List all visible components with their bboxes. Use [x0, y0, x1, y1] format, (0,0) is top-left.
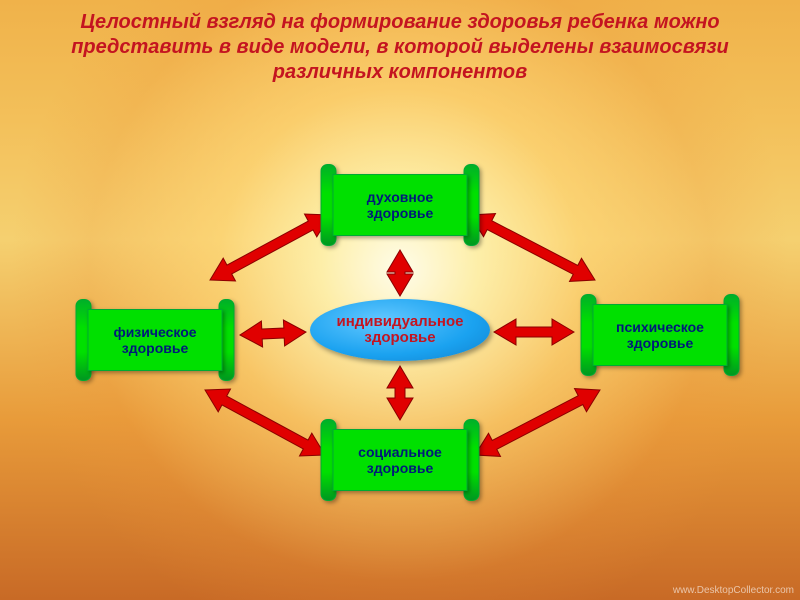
node-physical: физическое здоровье: [78, 305, 233, 375]
arrow-ring: [470, 214, 595, 282]
arrow-ring: [205, 389, 325, 456]
watermark-text: www.DesktopCollector.com: [673, 585, 794, 596]
node-panel: психическое здоровье: [593, 304, 728, 366]
arrow-ring: [475, 389, 600, 457]
node-panel: физическое здоровье: [88, 309, 223, 371]
node-center-label: индивидуальное здоровье: [310, 314, 490, 347]
node-spiritual: духовное здоровье: [323, 170, 478, 240]
arrow-spoke: [240, 320, 306, 347]
arrow-spoke: [494, 319, 574, 345]
node-label: физическое здоровье: [95, 324, 216, 356]
node-panel: социальное здоровье: [333, 429, 468, 491]
node-mental: психическое здоровье: [583, 300, 738, 370]
diagram-stage: индивидуальное здоровье духовное здоровь…: [0, 0, 800, 600]
node-label: психическое здоровье: [600, 319, 721, 351]
node-label: духовное здоровье: [340, 189, 461, 221]
arrow-spoke: [387, 366, 413, 420]
node-social: социальное здоровье: [323, 425, 478, 495]
node-panel: духовное здоровье: [333, 174, 468, 236]
node-center: индивидуальное здоровье: [310, 299, 490, 361]
arrow-ring: [210, 214, 330, 281]
arrow-spoke: [387, 250, 413, 296]
node-label: социальное здоровье: [340, 444, 461, 476]
